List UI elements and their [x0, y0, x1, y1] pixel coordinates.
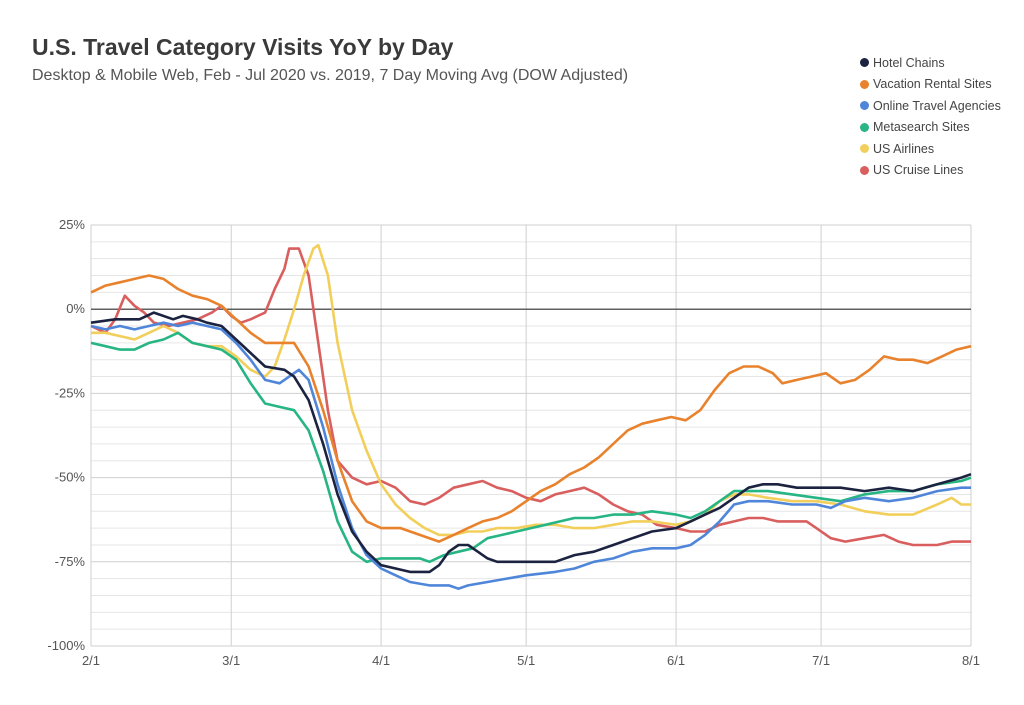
legend-item: US Airlines	[860, 138, 1001, 160]
legend-label: US Cruise Lines	[873, 163, 964, 178]
legend-item: US Cruise Lines	[860, 160, 1001, 182]
series-line-us-cruise-lines	[90, 247, 971, 547]
legend-label: Online Travel Agencies	[873, 98, 1001, 113]
series-line-vacation-rental-sites	[90, 274, 972, 543]
legend-item: Online Travel Agencies	[860, 95, 1001, 117]
chart-title: U.S. Travel Category Visits YoY by Day	[32, 34, 454, 60]
series-line-us-airlines	[91, 243, 971, 537]
chart-subtitle: Desktop & Mobile Web, Feb - Jul 2020 vs.…	[32, 67, 629, 84]
legend-item: Hotel Chains	[860, 52, 1001, 74]
y-tick-label: -75%	[55, 554, 86, 569]
x-tick-label: 5/1	[517, 653, 535, 668]
legend-label: Metasearch Sites	[873, 120, 970, 135]
y-tick-label: 25%	[59, 217, 85, 232]
legend-dot-icon	[860, 79, 869, 89]
legend-item: Vacation Rental Sites	[860, 74, 1001, 96]
x-tick-label: 4/1	[372, 653, 390, 668]
x-tick-label: 6/1	[667, 653, 685, 668]
series-line-metasearch-sites	[90, 331, 972, 564]
series-line-online-travel-agencies	[90, 321, 971, 590]
legend-dot-icon	[860, 144, 869, 154]
x-tick-label: 3/1	[222, 653, 240, 668]
legend-label: US Airlines	[873, 141, 935, 156]
chart-legend: Hotel Chains Vacation Rental Sites Online …	[860, 52, 1001, 181]
legend-dot-icon	[860, 122, 869, 132]
legend-label: Vacation Rental Sites	[873, 77, 992, 92]
legend-item: Metasearch Sites	[860, 117, 1001, 139]
y-tick-label: -25%	[55, 385, 86, 400]
y-tick-label: -100%	[47, 638, 85, 653]
series-line-hotel-chains	[90, 311, 972, 574]
y-tick-label: 0%	[66, 301, 85, 316]
legend-dot-icon	[860, 165, 869, 175]
legend-dot-icon	[860, 58, 869, 68]
legend-dot-icon	[860, 101, 869, 111]
y-tick-label: -50%	[55, 470, 86, 485]
x-tick-label: 2/1	[82, 653, 100, 668]
x-tick-label: 8/1	[962, 653, 980, 668]
legend-label: Hotel Chains	[873, 55, 945, 70]
x-tick-label: 7/1	[812, 653, 830, 668]
